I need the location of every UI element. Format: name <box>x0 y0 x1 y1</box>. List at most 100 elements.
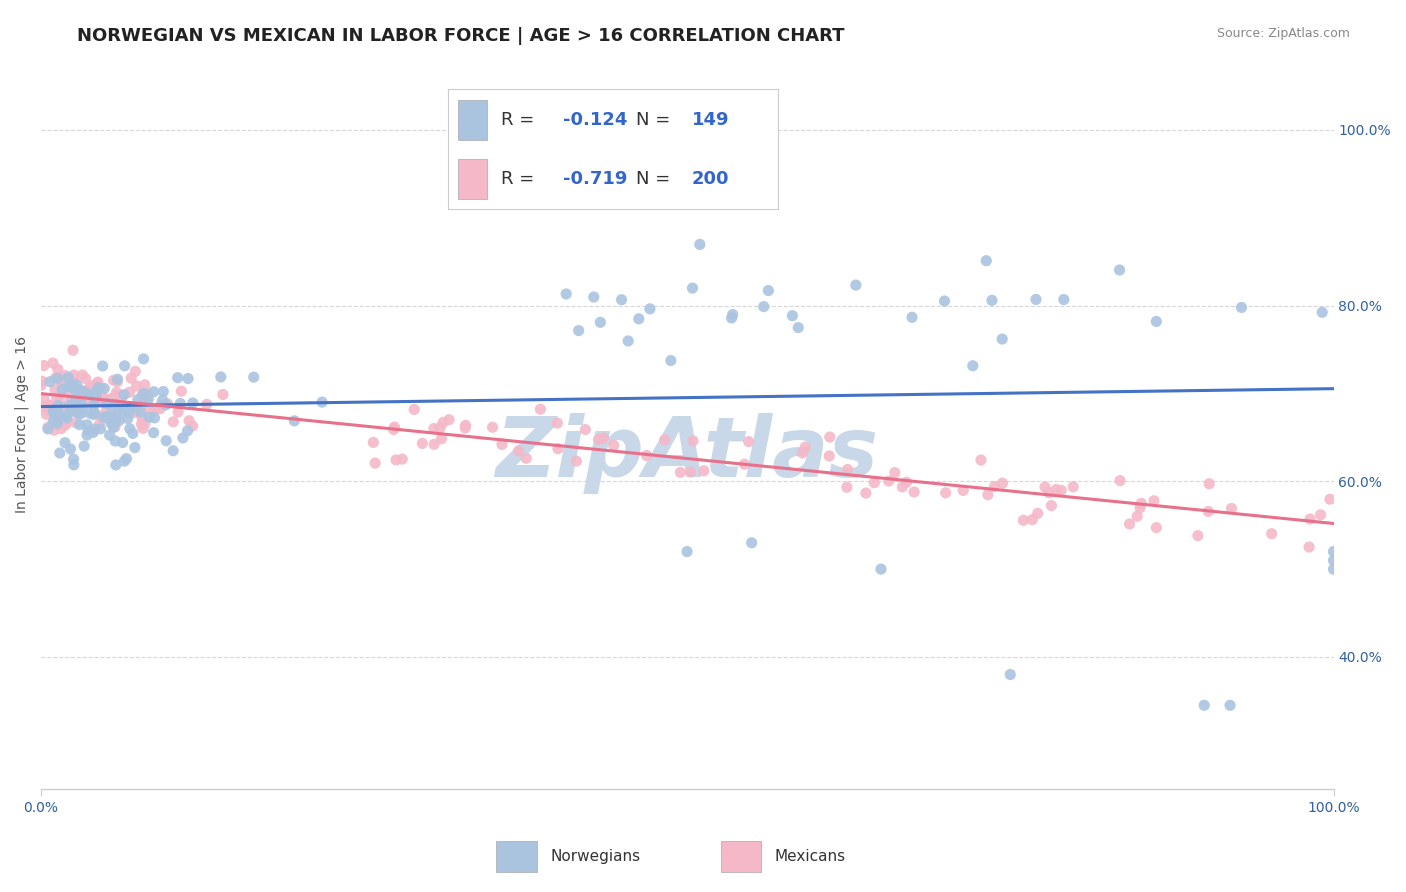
Point <box>1230 301 1253 315</box>
Point <box>42 414 65 428</box>
Point <box>1130 496 1153 510</box>
Point <box>1040 499 1063 513</box>
Point <box>103 420 125 434</box>
Point <box>977 488 1000 502</box>
Point <box>156 397 179 411</box>
Point <box>59 442 82 456</box>
Point <box>112 403 135 417</box>
Point <box>84 391 107 405</box>
Point <box>720 310 742 325</box>
Point <box>77 384 100 399</box>
Point <box>69 417 91 432</box>
Point <box>48 410 70 425</box>
Point <box>62 387 84 401</box>
Point <box>491 437 513 451</box>
Point <box>83 422 105 436</box>
Text: NORWEGIAN VS MEXICAN IN LABOR FORCE | AGE > 16 CORRELATION CHART: NORWEGIAN VS MEXICAN IN LABOR FORCE | AG… <box>77 27 845 45</box>
Point <box>62 452 84 467</box>
Point <box>108 413 131 427</box>
Point <box>77 383 100 397</box>
Point <box>62 384 84 398</box>
Point <box>65 416 87 430</box>
Point <box>87 375 110 389</box>
Point <box>51 402 73 417</box>
Point <box>93 410 115 425</box>
Point <box>738 434 761 449</box>
Point <box>741 535 763 549</box>
Point <box>87 381 110 395</box>
Point <box>733 457 755 471</box>
Point <box>83 406 105 420</box>
Point <box>105 375 128 389</box>
Point <box>962 359 984 373</box>
Point <box>70 397 93 411</box>
Point <box>172 431 194 445</box>
Point <box>121 426 143 441</box>
Point <box>94 404 117 418</box>
Point <box>689 237 711 252</box>
Point <box>98 428 121 442</box>
Point <box>62 343 84 358</box>
Point <box>49 422 72 436</box>
Point <box>437 413 460 427</box>
Point <box>610 293 633 307</box>
Point <box>1192 698 1215 713</box>
Point <box>38 399 60 413</box>
Point <box>38 403 60 417</box>
Point <box>91 359 114 373</box>
Point <box>139 401 162 416</box>
Point <box>46 371 69 385</box>
Point <box>568 324 591 338</box>
Point <box>110 390 132 404</box>
Point <box>454 421 477 435</box>
Point <box>111 388 134 402</box>
Point <box>118 406 141 420</box>
Point <box>72 368 94 382</box>
Point <box>101 418 124 433</box>
Point <box>51 405 73 419</box>
Point <box>170 384 193 399</box>
Point <box>136 394 159 409</box>
Point <box>114 401 136 416</box>
Point <box>195 397 218 411</box>
Point <box>104 458 127 472</box>
Point <box>1021 513 1043 527</box>
Point <box>104 415 127 429</box>
Point <box>67 384 90 399</box>
Point <box>364 456 387 470</box>
Point <box>901 310 924 325</box>
Point <box>546 416 568 430</box>
Point <box>107 372 129 386</box>
Point <box>63 458 86 472</box>
Point <box>52 382 75 396</box>
Point <box>167 405 190 419</box>
Point <box>122 405 145 419</box>
Point <box>155 398 177 412</box>
Point <box>55 378 77 392</box>
Point <box>53 418 76 433</box>
Point <box>56 411 79 425</box>
Point <box>65 405 87 419</box>
Point <box>1322 553 1344 567</box>
Point <box>1310 305 1333 319</box>
Point <box>1033 480 1056 494</box>
Point <box>44 408 66 422</box>
Point <box>152 384 174 399</box>
Point <box>112 454 135 468</box>
Point <box>58 379 80 393</box>
Point <box>565 454 588 468</box>
Point <box>423 437 446 451</box>
Point <box>602 438 624 452</box>
Point <box>86 376 108 391</box>
Point <box>35 407 58 421</box>
Point <box>752 300 775 314</box>
Point <box>582 290 605 304</box>
Point <box>32 392 55 406</box>
Point <box>104 434 127 448</box>
Point <box>1298 540 1320 554</box>
Point <box>104 420 127 434</box>
Point <box>73 393 96 408</box>
Point <box>818 449 841 463</box>
Point <box>1050 483 1073 498</box>
Point <box>49 392 72 407</box>
